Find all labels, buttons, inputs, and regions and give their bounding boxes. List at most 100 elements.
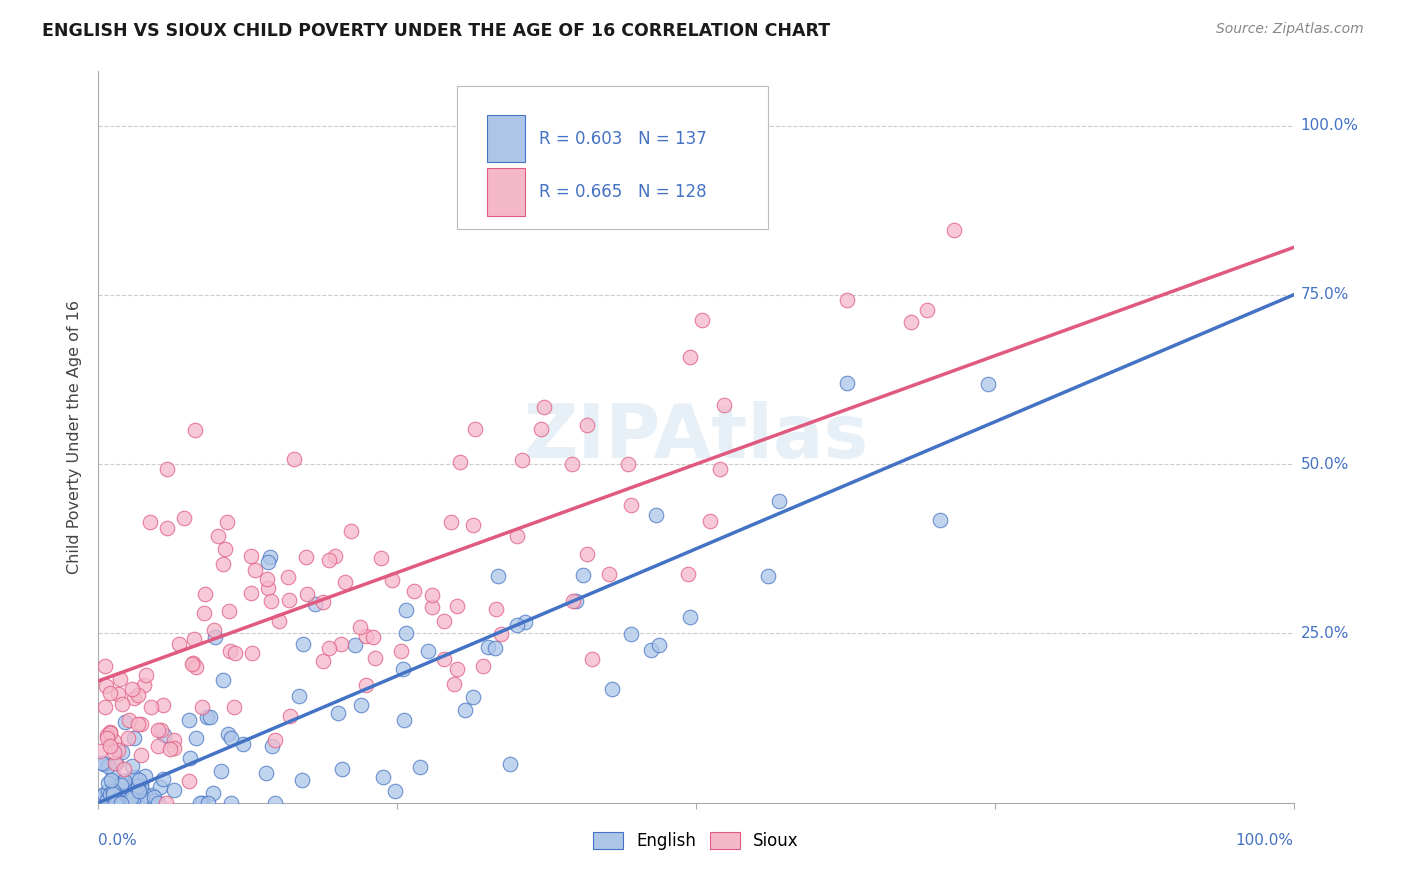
Point — [124, 770, 146, 784]
Point — [394, 626, 416, 640]
Point — [134, 789, 156, 803]
Point — [212, 673, 235, 687]
Text: R = 0.603   N = 137: R = 0.603 N = 137 — [540, 129, 707, 148]
Point — [768, 494, 790, 508]
Point — [499, 757, 522, 772]
Point — [262, 739, 284, 754]
Point — [114, 775, 136, 789]
Point — [202, 787, 225, 801]
Point — [127, 780, 149, 795]
Point — [101, 783, 124, 797]
Point — [389, 644, 412, 658]
Point — [114, 715, 136, 730]
Point — [124, 783, 146, 797]
Point — [111, 745, 134, 759]
Point — [335, 575, 357, 590]
Point — [620, 627, 643, 641]
FancyBboxPatch shape — [486, 169, 524, 216]
Point — [259, 549, 281, 564]
Point — [484, 640, 506, 655]
Point — [676, 566, 699, 581]
Point — [127, 781, 149, 796]
Point — [97, 784, 120, 798]
Point — [125, 789, 148, 803]
Point — [167, 637, 190, 651]
Point — [104, 791, 127, 805]
Point — [344, 638, 367, 652]
Point — [89, 744, 111, 758]
Point — [219, 796, 242, 810]
Point — [156, 521, 179, 535]
Point — [162, 741, 184, 756]
Point — [709, 462, 731, 476]
Point — [96, 728, 118, 742]
Point — [103, 767, 125, 781]
Point — [349, 620, 371, 634]
Point — [443, 677, 465, 691]
Point — [94, 659, 117, 673]
Point — [122, 780, 145, 795]
Point — [141, 788, 163, 802]
Point — [91, 789, 114, 803]
Point — [837, 293, 859, 307]
Point — [98, 726, 121, 740]
Point — [240, 646, 263, 660]
Point — [371, 770, 394, 784]
Point — [679, 610, 702, 624]
Point — [103, 734, 125, 748]
Point — [679, 350, 702, 364]
Point — [264, 732, 287, 747]
Point — [97, 758, 120, 772]
Point — [94, 699, 117, 714]
Point — [581, 652, 603, 666]
Point — [572, 568, 595, 582]
Point — [107, 687, 129, 701]
Point — [129, 716, 152, 731]
Point — [326, 706, 349, 720]
Point — [142, 790, 165, 805]
Point — [127, 780, 149, 794]
Point — [101, 788, 124, 802]
Point — [118, 793, 141, 807]
Point — [530, 422, 553, 436]
Point — [218, 604, 240, 618]
Point — [449, 455, 471, 469]
Point — [330, 637, 353, 651]
Point — [291, 772, 314, 787]
Point — [181, 656, 204, 670]
Text: 75.0%: 75.0% — [1301, 287, 1348, 302]
Point — [699, 514, 721, 528]
Point — [118, 713, 141, 727]
Point — [134, 769, 156, 783]
Point — [98, 739, 121, 753]
Point — [354, 678, 377, 692]
Point — [193, 606, 215, 620]
Point — [107, 743, 129, 757]
Point — [287, 689, 309, 703]
Point — [117, 786, 139, 800]
Point — [202, 624, 225, 638]
Point — [354, 629, 377, 643]
Point — [184, 423, 207, 437]
Point — [222, 700, 245, 714]
Point — [98, 725, 121, 739]
Point — [96, 679, 118, 693]
Point — [640, 642, 662, 657]
Point — [917, 303, 939, 318]
Point — [370, 551, 392, 566]
Point — [295, 587, 318, 601]
Point — [513, 615, 536, 629]
Point — [477, 640, 499, 654]
Point — [91, 756, 114, 771]
Point — [283, 452, 305, 467]
Point — [312, 595, 335, 609]
Point — [146, 739, 169, 753]
Point — [142, 795, 165, 809]
Point — [278, 593, 301, 607]
Point — [97, 775, 120, 789]
Point — [129, 780, 152, 794]
Point — [121, 681, 143, 696]
Point — [713, 398, 735, 412]
Point — [485, 601, 508, 615]
Point — [107, 785, 129, 799]
